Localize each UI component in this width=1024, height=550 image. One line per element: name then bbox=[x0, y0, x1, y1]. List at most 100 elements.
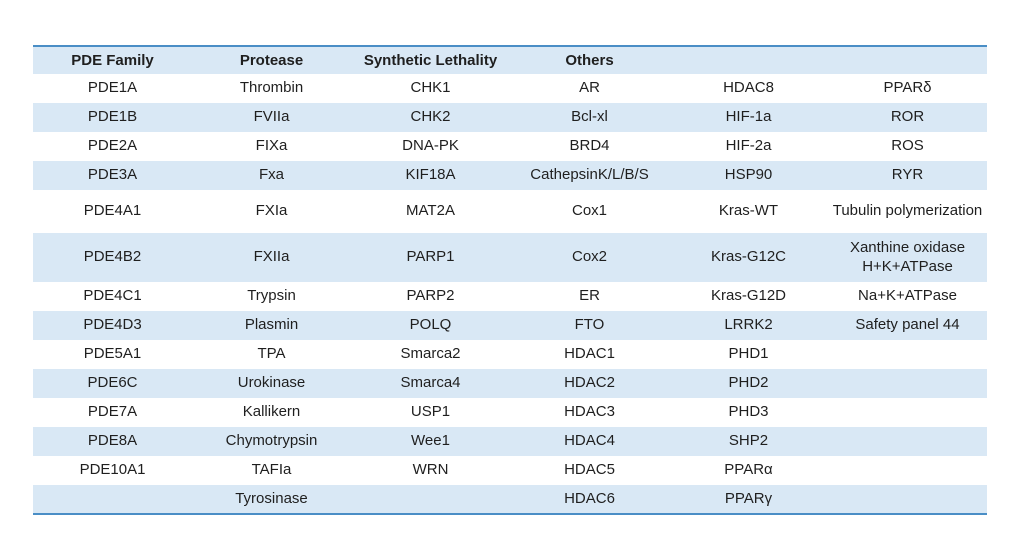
table-cell bbox=[828, 485, 987, 514]
table-cell bbox=[828, 369, 987, 398]
table-row: PDE6C Urokinase Smarca4 HDAC2 PHD2 bbox=[33, 369, 987, 399]
table-cell: Tyrosinase bbox=[235, 489, 308, 507]
table-cell: BRD4 bbox=[569, 137, 610, 155]
table-cell: ROS bbox=[891, 137, 924, 155]
table-cell: Na+K+ATPase bbox=[858, 287, 957, 305]
table-cell: HDAC5 bbox=[564, 461, 615, 479]
table-cell: PDE5A1 bbox=[83, 345, 142, 363]
table-row: PDE7A Kallikern USP1 HDAC3 PHD3 bbox=[33, 398, 987, 427]
header-row: PDE Family Protease Synthetic Lethality … bbox=[33, 46, 987, 74]
table-cell: PDE4D3 bbox=[83, 316, 142, 334]
table-cell: Smarca4 bbox=[400, 374, 461, 392]
table-cell: Urokinase bbox=[237, 374, 306, 392]
table-cell: PDE6C bbox=[87, 374, 138, 392]
table-cell bbox=[828, 456, 987, 485]
table-cell: Plasmin bbox=[244, 316, 299, 334]
table-cell: Thrombin bbox=[239, 79, 304, 97]
table-cell: Trypsin bbox=[247, 287, 296, 305]
table-cell: PDE10A1 bbox=[79, 461, 146, 479]
table-cell: FXIIa bbox=[253, 248, 290, 266]
table-cell: HIF-2a bbox=[725, 137, 772, 155]
table-cell: RYR bbox=[891, 166, 924, 184]
column-header-protease: Protease bbox=[239, 52, 304, 69]
table-cell: FXIa bbox=[255, 202, 288, 219]
table-row: PDE4D3 Plasmin POLQ FTO LRRK2 Safety panel 44 bbox=[33, 311, 987, 341]
table-cell: ER bbox=[579, 287, 600, 305]
table-cell: PARP1 bbox=[406, 248, 455, 266]
table-cell: Kras-WT bbox=[718, 202, 779, 219]
table-row: PDE5A1 TPA Smarca2 HDAC1 PHD1 bbox=[33, 340, 987, 369]
table-cell bbox=[351, 485, 510, 514]
table-cell: FTO bbox=[574, 316, 605, 334]
column-header-others: Others bbox=[565, 52, 614, 69]
table-cell: HDAC1 bbox=[564, 345, 615, 363]
table-cell: Safety panel 44 bbox=[855, 316, 960, 334]
table-cell: PHD1 bbox=[728, 345, 769, 363]
table-header: PDE Family Protease Synthetic Lethality … bbox=[33, 46, 987, 74]
table-row: Tyrosinase HDAC6 PPARγ bbox=[33, 485, 987, 515]
table-cell: HDAC3 bbox=[564, 403, 615, 421]
table-cell: CHK1 bbox=[410, 79, 451, 97]
column-header-synthetic-lethality: Synthetic Lethality bbox=[363, 52, 498, 69]
table-cell: Fxa bbox=[258, 166, 284, 184]
table-cell: LRRK2 bbox=[724, 316, 773, 334]
table-cell: Tubulin polymerization bbox=[832, 202, 983, 219]
table-cell: Wee1 bbox=[411, 432, 450, 450]
table-cell: Chymotrypsin bbox=[225, 432, 318, 450]
target-classes-table: PDE Family Protease Synthetic Lethality … bbox=[33, 45, 987, 516]
table-cell: Xanthine oxidase H+K+ATPase bbox=[849, 238, 966, 275]
table-cell: CathepsinK/L/B/S bbox=[530, 166, 649, 184]
table-cell: PDE3A bbox=[87, 166, 138, 184]
table-cell: PDE7A bbox=[87, 403, 138, 421]
table-cell: HSP90 bbox=[724, 166, 773, 184]
column-header-pde-family: PDE Family bbox=[71, 52, 154, 69]
table-cell: Kras-G12C bbox=[710, 248, 787, 266]
table-cell: FVIIa bbox=[253, 108, 290, 126]
table-cell: SHP2 bbox=[728, 432, 769, 450]
table-cell: HDAC6 bbox=[564, 489, 615, 507]
table-cell: PPARδ bbox=[883, 79, 932, 97]
table-row: PDE3A Fxa KIF18A CathepsinK/L/B/S HSP90 RYR bbox=[33, 161, 987, 190]
table-cell: WRN bbox=[412, 461, 449, 479]
table-row: PDE2A FIXa DNA-PK BRD4 HIF-2a ROS bbox=[33, 132, 987, 161]
table-cell: PARP2 bbox=[406, 287, 455, 305]
table-cell: Bcl-xl bbox=[571, 108, 608, 126]
column-header-blank-2 bbox=[828, 46, 987, 74]
table-cell: DNA-PK bbox=[402, 137, 459, 155]
table-row: PDE4B2 FXIIa PARP1 Cox2 Kras-G12C Xanthine ox… bbox=[33, 232, 987, 283]
table-cell: MAT2A bbox=[406, 202, 455, 219]
table-cell: Cox2 bbox=[571, 248, 608, 266]
table-cell: PDE2A bbox=[87, 137, 138, 155]
table-cell: HIF-1a bbox=[725, 108, 772, 126]
table-cell: HDAC2 bbox=[564, 374, 615, 392]
table-cell bbox=[828, 427, 987, 456]
table-cell: CHK2 bbox=[410, 108, 451, 126]
table-cell: PDE8A bbox=[87, 432, 138, 450]
table-row: PDE8A Chymotrypsin Wee1 HDAC4 SHP2 bbox=[33, 427, 987, 457]
table-cell: AR bbox=[579, 79, 600, 97]
table-row: PDE4C1 Trypsin PARP2 ER Kras-G12D Na+K+ATPase bbox=[33, 282, 987, 311]
table-cell: Kallikern bbox=[242, 403, 301, 421]
table-cell: USP1 bbox=[410, 403, 451, 421]
table-cell: HDAC4 bbox=[564, 432, 615, 450]
table-cell: PPARα bbox=[724, 461, 773, 479]
table-cell: TAFIa bbox=[251, 461, 292, 479]
table-cell: FIXa bbox=[255, 137, 288, 155]
table-cell bbox=[33, 485, 192, 514]
table-row: PDE10A1 TAFIa WRN HDAC5 PPARα bbox=[33, 456, 987, 485]
table-row: PDE1A Thrombin CHK1 AR HDAC8 PPARδ bbox=[33, 74, 987, 103]
table-cell: Smarca2 bbox=[400, 345, 461, 363]
table-cell: PDE4C1 bbox=[83, 287, 142, 305]
table-cell: PPARγ bbox=[724, 489, 773, 507]
table-cell: PHD2 bbox=[728, 374, 769, 392]
table-body: PDE1A Thrombin CHK1 AR HDAC8 PPARδ PDE1B FVIIa C… bbox=[33, 74, 987, 515]
table-cell: KIF18A bbox=[405, 166, 456, 184]
table-cell: HDAC8 bbox=[723, 79, 774, 97]
table-cell bbox=[828, 398, 987, 427]
table-cell: Cox1 bbox=[571, 202, 608, 219]
table-cell: PDE1A bbox=[87, 79, 138, 97]
table-row: PDE4A1 FXIa MAT2A Cox1 Kras-WT Tubulin polyme… bbox=[33, 190, 987, 233]
table-cell: PDE4A1 bbox=[83, 202, 142, 219]
table-cell: PDE4B2 bbox=[83, 248, 142, 266]
